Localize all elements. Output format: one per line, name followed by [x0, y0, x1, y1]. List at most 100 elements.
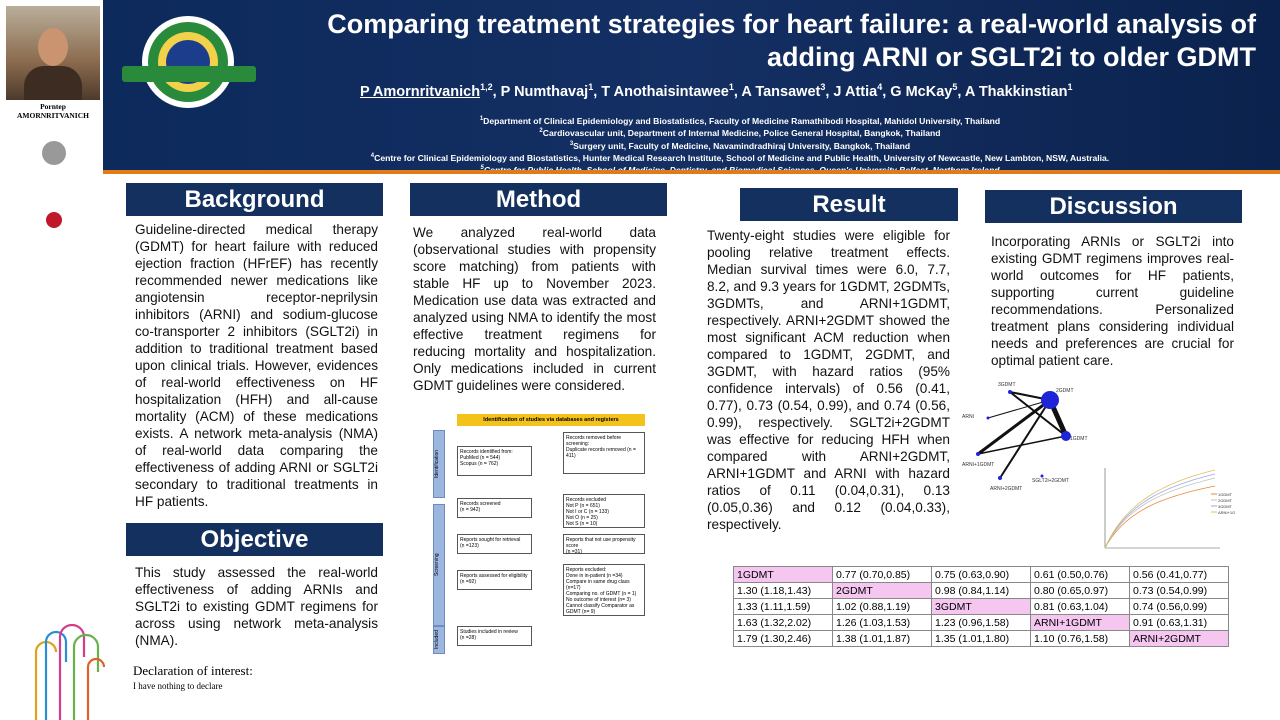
- table-row: 1.33 (1.11,1.59) 1.02 (0.88,1.19) 3GDMT 0.8…: [733, 598, 1229, 615]
- affiliation: 2Cardiovascular unit, Department of Inte…: [330, 126, 1150, 138]
- flow-stage: Screening: [433, 504, 445, 626]
- author-list: P Amornritvanich1,2, P Numthavaj1, T Ano…: [360, 82, 1072, 100]
- presenter-photo: [6, 6, 100, 100]
- table-row: 1.79 (1.30,2.46) 1.38 (1.01,1.87) 1.35 (1.…: [733, 630, 1229, 647]
- table-cell: ARNI+2GDMT: [1129, 630, 1229, 647]
- table-cell: 0.61 (0.50,0.76): [1030, 566, 1130, 583]
- table-cell: 1.63 (1.32,2.02): [733, 614, 833, 631]
- affiliation-text: Department of Clinical Epidemiology and …: [483, 115, 1001, 126]
- photo-body: [24, 66, 82, 100]
- decor-circuit: [34, 623, 106, 720]
- poster-title: Comparing treatment strategies for heart…: [327, 9, 1256, 72]
- table-cell: 2GDMT: [832, 582, 932, 599]
- affiliation-mark: 1: [479, 116, 484, 122]
- legend-label: 1GDMT: [1218, 492, 1233, 497]
- section-heading: Result: [740, 188, 958, 221]
- affiliation-mark: 2: [539, 128, 543, 135]
- network-node-label: 2GDMT: [1056, 388, 1074, 394]
- network-node-label: ARNI: [962, 414, 974, 420]
- league-table: 1GDMT 0.77 (0.70,0.85) 0.75 (0.63,0.90) 0.6…: [733, 566, 1229, 647]
- section-text: We analyzed real-world data (observation…: [413, 225, 656, 393]
- affiliation: 3Surgery unit, Faculty of Medicine, Nava…: [330, 139, 1150, 151]
- affiliation-text: Surgery unit, Faculty of Medicine, Navam…: [573, 140, 911, 151]
- network-node-label: SGLT2i+2GDMT: [1032, 478, 1069, 484]
- flow-box: Reports sought for retrieval (n =123): [457, 534, 532, 554]
- table-cell: 0.74 (0.56,0.99): [1129, 598, 1229, 615]
- table-cell: 3GDMT: [931, 598, 1031, 615]
- section-heading: Objective: [126, 523, 383, 556]
- author-name: , G McKay: [882, 83, 953, 100]
- table-cell: 0.91 (0.63,1.31): [1129, 614, 1229, 631]
- table-cell: 1.33 (1.11,1.59): [733, 598, 833, 615]
- network-node-label: 1GDMT: [1070, 436, 1088, 442]
- section-heading: Method: [410, 183, 667, 216]
- section-heading: Background: [126, 183, 383, 216]
- flow-box: Studies included in review (n =28): [457, 626, 532, 646]
- section-heading: Discussion: [985, 190, 1242, 223]
- header-band: [103, 0, 1280, 170]
- affiliation-mark: 5: [480, 165, 484, 172]
- section-text: Incorporating ARNIs or SGLT2i into exist…: [991, 234, 1234, 368]
- table-cell: 1.35 (1.01,1.80): [931, 630, 1031, 647]
- network-node-label: 3GDMT: [998, 382, 1016, 388]
- table-cell: 1.10 (0.76,1.58): [1030, 630, 1130, 647]
- author-affiliation-mark: 3: [820, 82, 826, 92]
- table-cell: 0.77 (0.70,0.85): [832, 566, 932, 583]
- author-name: , P Numthavaj: [492, 83, 589, 100]
- table-row: 1GDMT 0.77 (0.70,0.85) 0.75 (0.63,0.90) 0.6…: [733, 566, 1229, 583]
- affiliation-list: 1Department of Clinical Epidemiology and…: [330, 114, 1150, 176]
- photo-face: [38, 28, 68, 66]
- table-cell: 0.56 (0.41,0.77): [1129, 566, 1229, 583]
- author-name: , J Attia: [825, 83, 878, 100]
- legend-label: ARNI+1GDMT: [1218, 510, 1235, 515]
- table-cell: ARNI+1GDMT: [1030, 614, 1130, 631]
- flow-box: Records excluded Not P (n = 651) Not I o…: [563, 494, 645, 528]
- author-affiliation-mark: 1: [588, 82, 594, 92]
- affiliation-mark: 4: [370, 153, 375, 160]
- flow-box: Records screened (n = 942): [457, 498, 532, 518]
- author-affiliation-mark: 5: [952, 82, 958, 92]
- table-cell: 1.26 (1.03,1.53): [832, 614, 932, 631]
- author-affiliation-mark: 1: [1067, 82, 1073, 92]
- section-text: Guideline-directed medical therapy (GDMT…: [135, 222, 378, 509]
- table-cell: 1.30 (1.18,1.43): [733, 582, 833, 599]
- author-name: P Amornritvanich: [360, 83, 481, 100]
- flow-stage: Identification: [433, 430, 445, 498]
- table-cell: 1.23 (0.96,1.58): [931, 614, 1031, 631]
- flow-box: Reports that not use propensity score (n…: [563, 534, 645, 555]
- table-cell: 1.02 (0.88,1.19): [832, 598, 932, 615]
- network-node-label: ARNI+2GDMT: [990, 486, 1022, 492]
- table-cell: 0.73 (0.54,0.99): [1129, 582, 1229, 599]
- author-name: , A Thakkinstian: [957, 83, 1068, 100]
- table-cell: 0.81 (0.63,1.04): [1030, 598, 1130, 615]
- prisma-flowchart: Identification of studies via databases …: [425, 414, 647, 656]
- table-cell: 1GDMT: [733, 566, 833, 583]
- affiliation-text: Cardiovascular unit, Department of Inter…: [542, 128, 941, 139]
- network-node-label: ARNI+1GDMT: [962, 462, 994, 468]
- affiliation: 4Centre for Clinical Epidemiology and Bi…: [330, 151, 1150, 163]
- section-text: This study assessed the real-world effec…: [135, 565, 378, 648]
- table-row: 1.30 (1.18,1.43) 2GDMT 0.98 (0.84,1.14) 0.8…: [733, 582, 1229, 599]
- flow-stage: Included: [433, 626, 445, 654]
- author-affiliation-mark: 4: [877, 82, 883, 92]
- flow-box: Records removed before screening: Duplic…: [563, 432, 645, 474]
- table-cell: 1.38 (1.01,1.87): [832, 630, 932, 647]
- author-name: , A Tansawet: [733, 83, 821, 100]
- author-affiliation-mark: 1: [728, 82, 734, 92]
- table-row: 1.63 (1.32,2.02) 1.26 (1.03,1.53) 1.23 (0.…: [733, 614, 1229, 631]
- table-cell: 0.75 (0.63,0.90): [931, 566, 1031, 583]
- flow-box: Reports excluded: Done in in-patient (n …: [563, 564, 645, 616]
- dot-gray: [42, 141, 66, 165]
- table-cell: 0.80 (0.65,0.97): [1030, 582, 1130, 599]
- legend-label: 2GDMT: [1218, 498, 1233, 503]
- flow-box: Reports assessed for eligibility (n =92): [457, 570, 532, 590]
- affiliation-text: Centre for Clinical Epidemiology and Bio…: [374, 152, 1110, 163]
- declaration-heading: Declaration of interest:: [133, 663, 253, 678]
- header-rule: [103, 170, 1280, 174]
- flow-box: Records identified from: PubMed (n = 544…: [457, 446, 532, 476]
- legend-label: 3GDMT: [1218, 504, 1233, 509]
- presenter-name: Porntep AMORNRITVANICH: [0, 102, 106, 120]
- network-plot: 3GDMT 2GDMT ARNI 1GDMT ARNI+1GDMT ARNI+2GDMT S…: [962, 382, 1088, 492]
- flow-title: Identification of studies via databases …: [457, 414, 645, 426]
